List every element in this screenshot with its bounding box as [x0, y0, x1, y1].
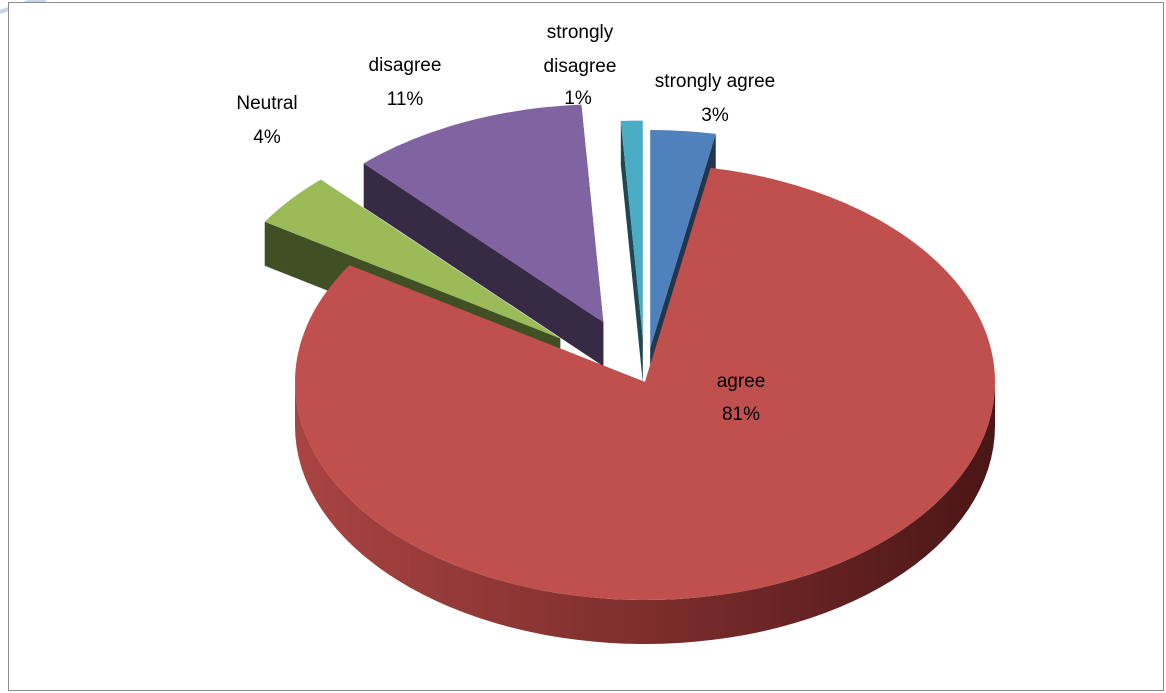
- pie-slices: [264, 104, 995, 644]
- slice-side-agree: [295, 382, 995, 644]
- slice-agree: [294, 167, 995, 600]
- slice-value-neutral: 4%: [253, 127, 281, 148]
- slice-value-strongly-agree: 3%: [701, 105, 729, 126]
- slice-disagree: [363, 104, 604, 323]
- slice-value-strongly-disagree: 1%: [564, 88, 592, 109]
- slice-label-strongly-disagree-line2: disagree: [544, 56, 617, 77]
- slice-label-disagree: disagree: [369, 55, 442, 76]
- slice-label-strongly-disagree-line1: strongly: [547, 22, 614, 43]
- slice-label-neutral: Neutral: [236, 93, 297, 114]
- slice-value-agree: 81%: [722, 404, 760, 425]
- slice-label-strongly-agree: strongly agree: [655, 71, 775, 92]
- slice-label-agree: agree: [717, 371, 766, 392]
- slice-strongly-disagree: [620, 120, 643, 339]
- slice-wall-disagree: [363, 163, 604, 367]
- slice-value-disagree: 11%: [387, 89, 424, 110]
- slice-neutral: [264, 179, 561, 339]
- slice-wall-strongly-disagree: [620, 121, 643, 383]
- slice-strongly-agree: [650, 130, 716, 349]
